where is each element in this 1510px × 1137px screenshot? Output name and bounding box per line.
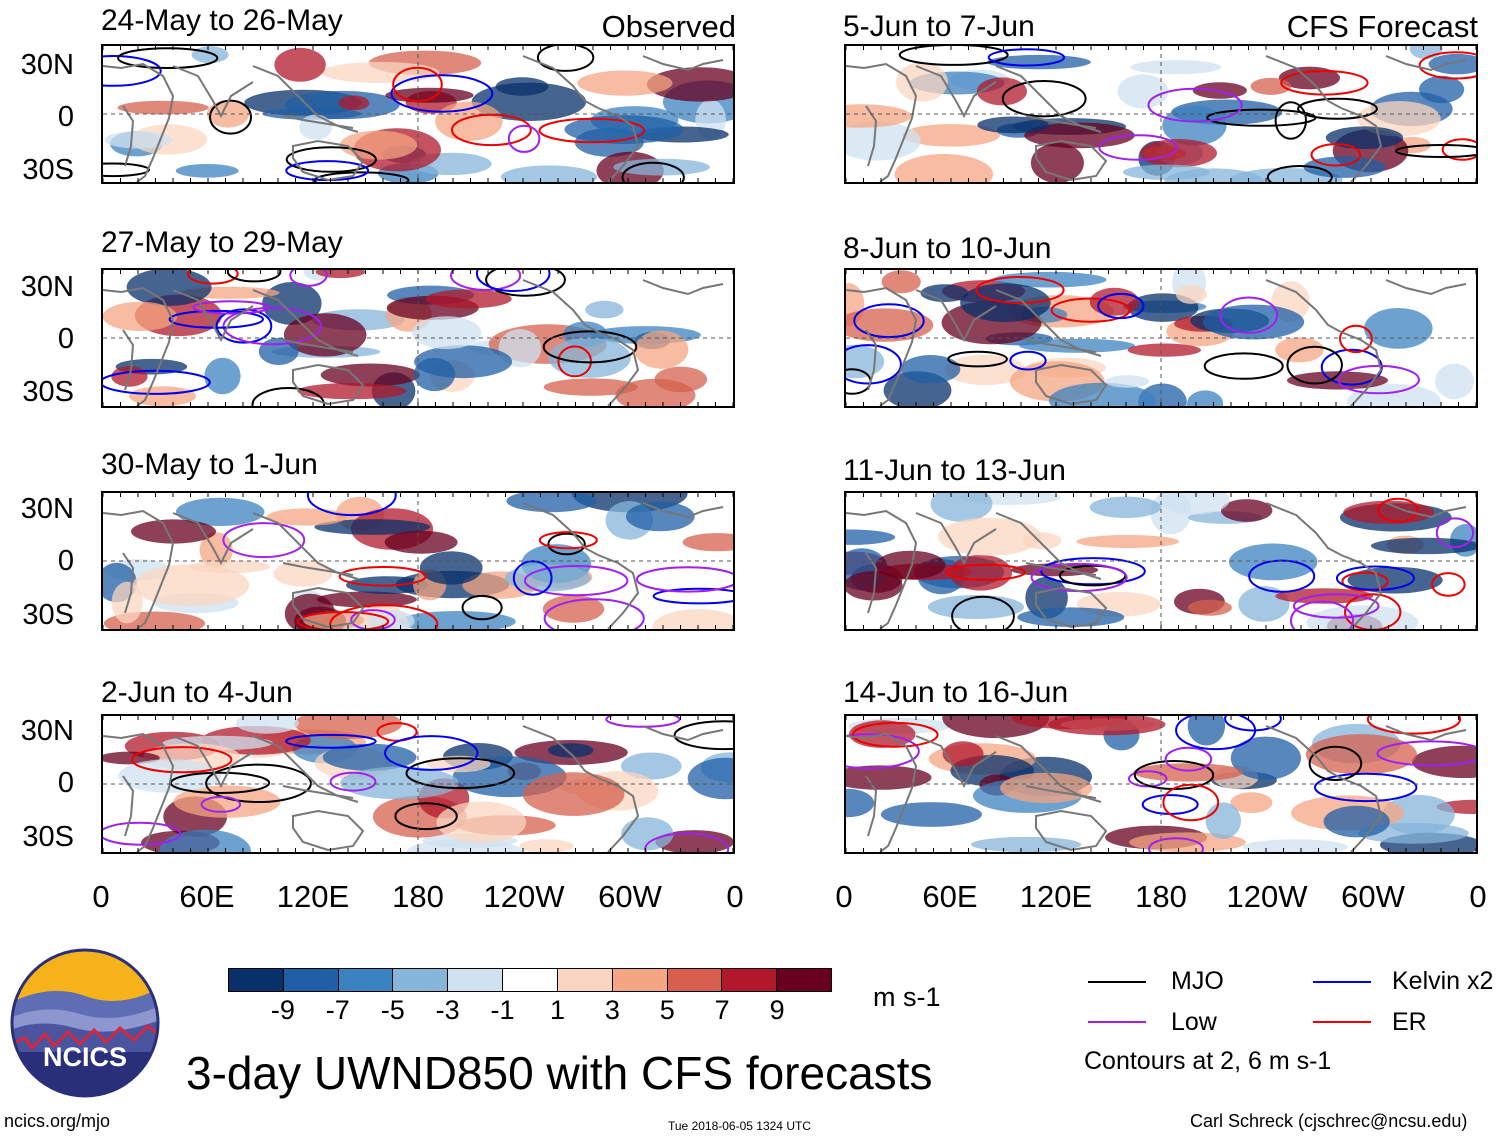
lat-label-0: 0 <box>57 545 74 577</box>
lon-label: 0 <box>1469 879 1487 914</box>
lon-label: 120W <box>483 879 565 914</box>
lat-label-30n: 30N <box>20 271 74 303</box>
lon-label: 0 <box>726 879 744 914</box>
lon-label: 120E <box>276 879 350 914</box>
forecast-tag: CFS Forecast <box>1286 9 1478 44</box>
lon-label: 60E <box>922 879 978 914</box>
ncics-logo: NCICS <box>10 948 160 1098</box>
lat-label-30s: 30S <box>22 154 74 186</box>
panel-title: 14-Jun to 16-Jun <box>843 676 1069 709</box>
colorbar-swatch <box>667 969 723 991</box>
lat-label-0: 0 <box>57 767 74 799</box>
map-panel <box>101 491 735 631</box>
legend-line-kelvin <box>1313 981 1371 983</box>
legend-label-mjo: MJO <box>1171 967 1224 995</box>
panel-title: 11-Jun to 13-Jun <box>843 454 1066 487</box>
colorbar-swatch <box>722 969 778 991</box>
footer-url: ncics.org/mjo <box>4 1111 111 1131</box>
logo-text: NCICS <box>42 1042 127 1072</box>
colorbar-tick-label: -7 <box>325 995 350 1025</box>
lat-label-0: 0 <box>57 323 74 355</box>
ncics-logo-icon <box>10 948 160 1098</box>
legend-line-low <box>1088 1021 1146 1023</box>
lon-label: 0 <box>835 879 853 914</box>
lon-label: 180 <box>392 879 444 914</box>
panel-title: 24-May to 26-May <box>101 4 343 37</box>
panel-title: 27-May to 29-May <box>101 226 343 259</box>
panel-title: 5-Jun to 7-Jun <box>843 10 1035 43</box>
map-panel <box>844 491 1478 631</box>
colorbar-tick-label: 9 <box>769 995 785 1025</box>
colorbar-swatch <box>612 969 668 991</box>
legend-label-low: Low <box>1171 1008 1217 1036</box>
lat-label-30s: 30S <box>22 821 74 853</box>
lat-label-30n: 30N <box>20 49 74 81</box>
panel-title: 30-May to 1-Jun <box>101 448 318 481</box>
map-panel <box>844 44 1478 184</box>
colorbar-tick-label: 5 <box>659 995 675 1025</box>
legend-note: Contours at 2, 6 m s-1 <box>1084 1047 1332 1075</box>
legend-label-er: ER <box>1392 1008 1427 1036</box>
colorbar-swatch <box>557 969 613 991</box>
lat-label-30n: 30N <box>20 493 74 525</box>
panel-title: 2-Jun to 4-Jun <box>101 676 293 709</box>
lat-label-30n: 30N <box>20 715 74 747</box>
colorbar-tick-label: 7 <box>714 995 730 1025</box>
colorbar-unit: m s-1 <box>873 982 941 1012</box>
panel-title: 8-Jun to 10-Jun <box>843 232 1052 265</box>
footer-timestamp: Tue 2018-06-05 1324 UTC <box>668 1119 811 1133</box>
lon-label: 180 <box>1135 879 1187 914</box>
colorbar-tick-label: -9 <box>270 995 295 1025</box>
map-panel <box>101 714 735 854</box>
colorbar-swatch <box>448 969 504 991</box>
colorbar-tick-label: -3 <box>435 995 460 1025</box>
colorbar-tick-label: 3 <box>604 995 620 1025</box>
lat-label-30s: 30S <box>22 376 74 408</box>
colorbar-tick-label: -1 <box>490 995 515 1025</box>
legend-label-kelvin: Kelvin x2 <box>1392 967 1494 995</box>
colorbar-tick-label: -5 <box>380 995 405 1025</box>
lon-label: 60W <box>1341 879 1405 914</box>
lon-label: 120W <box>1226 879 1308 914</box>
colorbar-swatch <box>777 969 831 991</box>
map-panel <box>101 268 735 408</box>
main-title: 3-day UWND850 with CFS forecasts <box>186 1047 933 1099</box>
colorbar-tick-label: 1 <box>549 995 565 1025</box>
legend-line-mjo <box>1088 981 1146 983</box>
colorbar <box>228 968 832 992</box>
colorbar-swatch <box>283 969 339 991</box>
lon-label: 60W <box>598 879 662 914</box>
lat-label-0: 0 <box>57 101 74 133</box>
colorbar-swatch <box>503 969 558 991</box>
lon-label: 60E <box>179 879 235 914</box>
colorbar-swatch <box>229 969 284 991</box>
lon-label: 120E <box>1019 879 1093 914</box>
footer-author: Carl Schreck (cjschrec@ncsu.edu) <box>1190 1111 1468 1131</box>
lon-label: 0 <box>92 879 110 914</box>
map-panel <box>844 714 1478 854</box>
map-panel <box>101 44 735 184</box>
map-panel <box>844 268 1478 408</box>
lat-label-30s: 30S <box>22 599 74 631</box>
legend-line-er <box>1313 1021 1371 1023</box>
colorbar-swatch <box>338 969 394 991</box>
colorbar-swatch <box>393 969 449 991</box>
observed-tag: Observed <box>601 9 736 44</box>
